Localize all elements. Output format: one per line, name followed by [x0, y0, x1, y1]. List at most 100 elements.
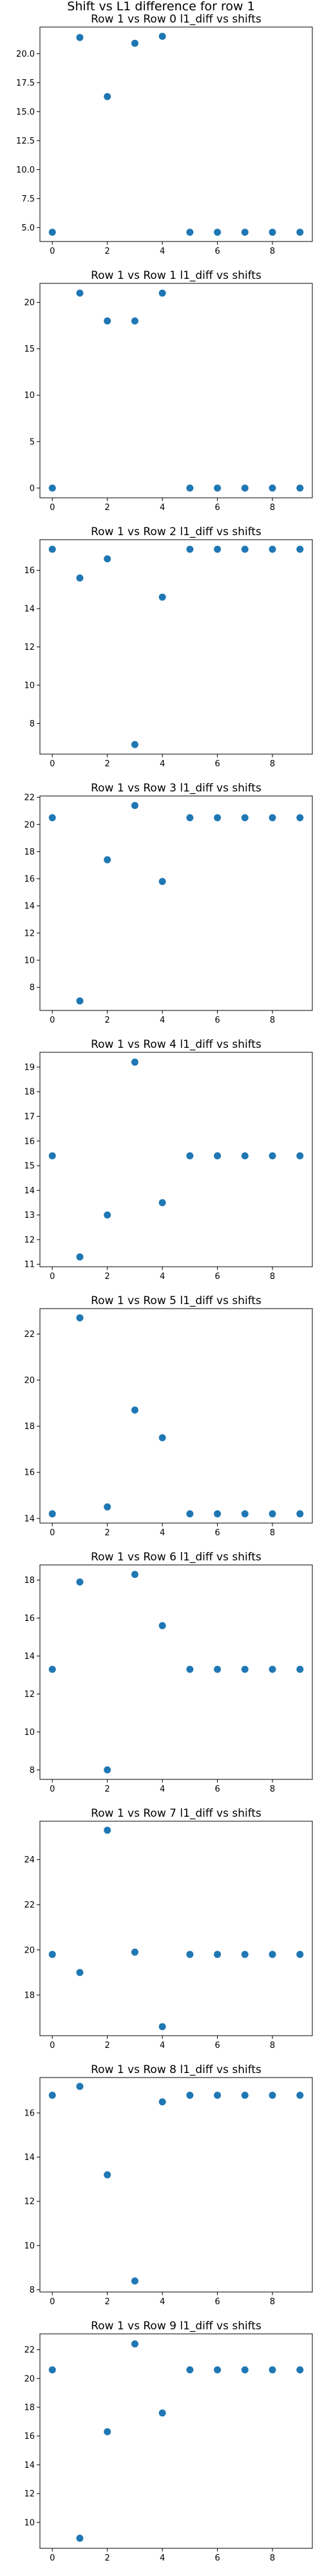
- scatter-point: [158, 1622, 166, 1629]
- scatter-point: [48, 484, 56, 492]
- x-tick-label: 8: [270, 759, 275, 769]
- y-tick-label: 10.0: [16, 166, 35, 175]
- y-tick-label: 12: [24, 1690, 35, 1700]
- scatter-point: [48, 1665, 56, 1673]
- y-tick-label: 14: [24, 1652, 35, 1662]
- y-tick-label: 20: [24, 1946, 35, 1955]
- scatter-point: [131, 39, 138, 47]
- x-tick-label: 2: [105, 1016, 110, 1025]
- subplot-title: Row 1 vs Row 8 l1_diff vs shifts: [91, 2063, 261, 2076]
- y-tick-label: 8: [30, 1766, 35, 1776]
- scatter-point: [104, 1766, 111, 1774]
- y-tick-label: 16: [24, 2432, 35, 2441]
- scatter-point: [104, 93, 111, 100]
- scatter-point: [241, 2091, 249, 2099]
- subplot-title: Row 1 vs Row 9 l1_diff vs shifts: [91, 2320, 261, 2333]
- y-tick-label: 22: [24, 2345, 35, 2355]
- x-tick-label: 8: [270, 2041, 275, 2050]
- scatter-point: [131, 2340, 138, 2348]
- scatter-point: [186, 1951, 194, 1958]
- scatter-point: [76, 1969, 84, 1976]
- scatter-point: [269, 2366, 276, 2374]
- y-tick-label: 22: [24, 1330, 35, 1340]
- x-tick-label: 6: [214, 503, 220, 513]
- scatter-point: [214, 814, 222, 822]
- x-tick-label: 0: [50, 2553, 55, 2563]
- y-tick-label: 18: [24, 1422, 35, 1432]
- scatter-point: [214, 2366, 222, 2374]
- scatter-point: [76, 2534, 84, 2542]
- subplot-title: Row 1 vs Row 7 l1_diff vs shifts: [91, 1807, 261, 1820]
- scatter-point: [296, 484, 304, 492]
- subplot-6: Row 1 vs Row 6 l1_diff vs shifts 0 2 4 6 8 8 10…: [24, 1551, 313, 1794]
- y-tick-label: 5.0: [21, 223, 35, 233]
- scatter-point: [104, 2428, 111, 2436]
- y-tick-label: 12: [24, 643, 35, 652]
- scatter-point: [158, 1434, 166, 1442]
- y-tick-label: 20: [24, 820, 35, 830]
- scatter-point: [214, 1510, 222, 1518]
- y-tick-label: 19: [24, 1063, 35, 1072]
- scatter-point: [269, 545, 276, 553]
- x-tick-label: 6: [214, 2297, 220, 2307]
- scatter-point: [158, 2409, 166, 2417]
- scatter-point: [269, 1951, 276, 1958]
- scatter-point: [296, 814, 304, 822]
- subplot-9: Row 1 vs Row 9 l1_diff vs shifts 0 2 4 6 8 10 1…: [24, 2320, 313, 2563]
- axes-frame: [39, 2077, 313, 2293]
- y-tick-label: 12: [24, 929, 35, 938]
- scatter-point: [296, 1510, 304, 1518]
- scatter-point: [296, 545, 304, 553]
- scatter-point: [131, 802, 138, 810]
- scatter-point: [296, 229, 304, 236]
- scatter-point: [104, 1503, 111, 1511]
- axes-frame: [39, 1308, 313, 1524]
- x-tick-label: 0: [50, 503, 55, 513]
- axes-frame: [39, 795, 313, 1011]
- scatter-point: [104, 555, 111, 563]
- x-tick-label: 2: [105, 2041, 110, 2050]
- scatter-point: [104, 856, 111, 864]
- x-tick-label: 2: [105, 247, 110, 256]
- scatter-point: [241, 545, 249, 553]
- scatter-point: [186, 1152, 194, 1160]
- y-tick-label: 18: [24, 848, 35, 857]
- scatter-point: [158, 2023, 166, 2031]
- y-tick-label: 14: [24, 1514, 35, 1524]
- scatter-point: [241, 1510, 249, 1518]
- scatter-point: [269, 2091, 276, 2099]
- scatter-point: [296, 2366, 304, 2374]
- scatter-point: [104, 1211, 111, 1219]
- axes-frame: [39, 2333, 313, 2549]
- y-tick-label: 16: [24, 1468, 35, 1478]
- y-tick-label: 14: [24, 902, 35, 911]
- y-tick-label: 22: [24, 1900, 35, 1910]
- y-tick-label: 16: [24, 566, 35, 576]
- y-tick-label: 13: [24, 1211, 35, 1220]
- scatter-point: [186, 2366, 194, 2374]
- scatter-point: [76, 2083, 84, 2090]
- x-tick-label: 2: [105, 1272, 110, 1282]
- x-tick-label: 8: [270, 1016, 275, 1025]
- y-tick-label: 12: [24, 2490, 35, 2499]
- y-tick-label: 24: [24, 1855, 35, 1865]
- y-tick-label: 10: [24, 1728, 35, 1738]
- subplot-title: Row 1 vs Row 1 l1_diff vs shifts: [91, 269, 261, 282]
- x-tick-label: 6: [214, 2553, 220, 2563]
- y-tick-label: 8: [30, 719, 35, 729]
- scatter-point: [48, 1510, 56, 1518]
- y-tick-label: 10: [24, 391, 35, 401]
- y-tick-label: 7.5: [21, 194, 35, 204]
- subplot-0: Row 1 vs Row 0 l1_diff vs shifts 0 2 4 6 8 5.0…: [16, 13, 313, 256]
- scatter-point: [296, 1152, 304, 1160]
- y-tick-label: 10: [24, 681, 35, 690]
- scatter-point: [241, 1951, 249, 1958]
- scatter-point: [186, 1665, 194, 1673]
- y-tick-label: 14: [24, 2153, 35, 2163]
- scatter-point: [104, 317, 111, 325]
- scatter-point: [241, 1665, 249, 1673]
- figure-suptitle: Shift vs L1 difference for row 1: [67, 0, 254, 14]
- scatter-point: [158, 593, 166, 601]
